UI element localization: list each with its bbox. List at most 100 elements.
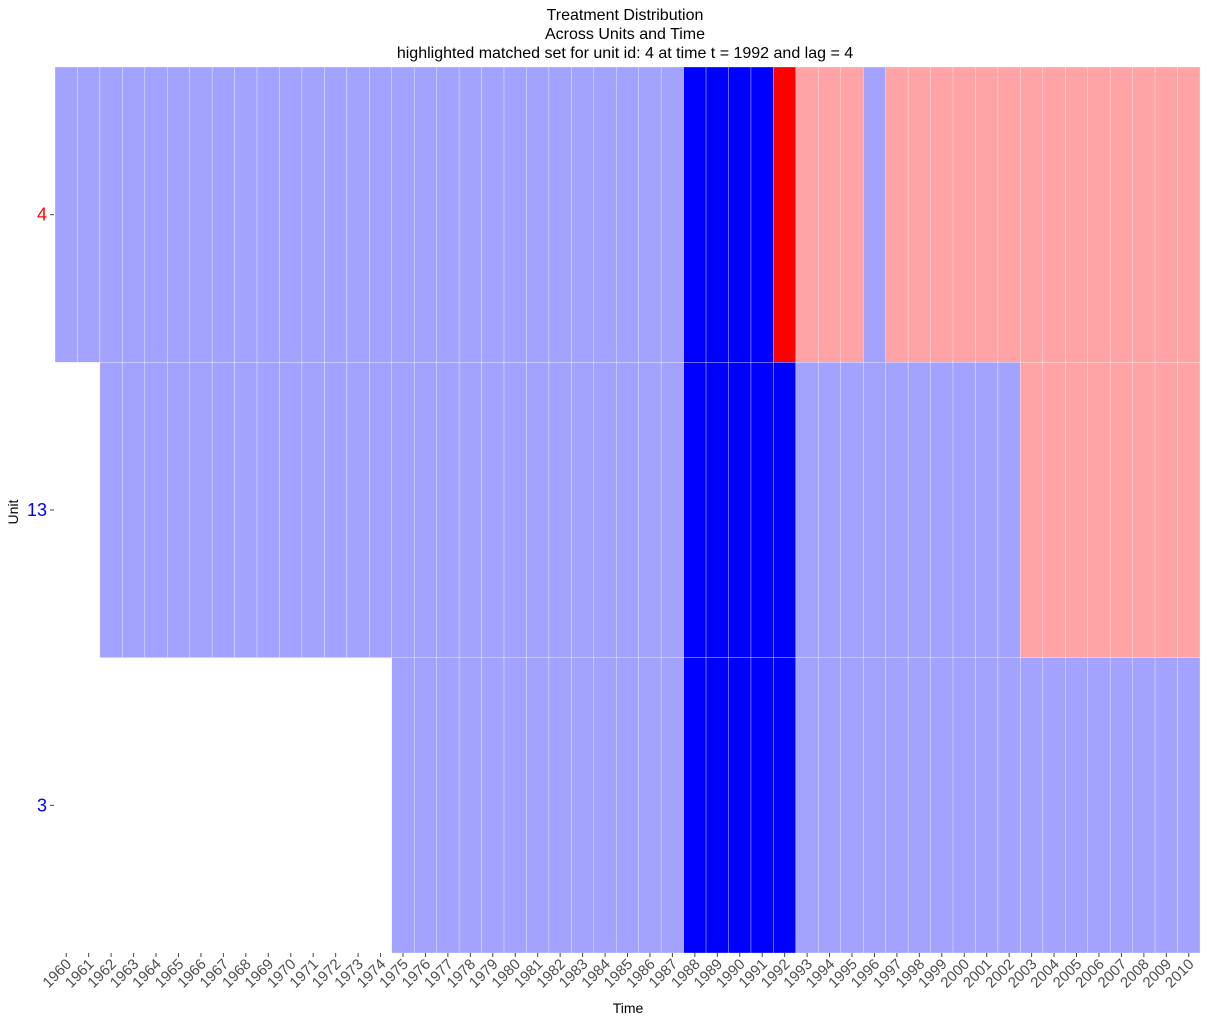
cell-unit-13-year-1976 [413, 362, 437, 658]
cell-unit-13-year-1994 [818, 362, 842, 658]
cell-unit-3-year-1994 [818, 657, 842, 954]
cell-unit-13-year-1987 [660, 362, 684, 658]
cell-unit-4-year-1996 [862, 66, 886, 363]
cell-unit-13-year-1971 [301, 362, 325, 658]
cell-unit-4-year-1992 [773, 66, 797, 363]
cell-unit-3-year-2004 [1042, 657, 1066, 954]
y-axis: 4 13 3 [27, 205, 54, 815]
cell-unit-13-year-1964 [144, 362, 168, 658]
cell-unit-13-year-1989 [705, 362, 729, 658]
cell-unit-13-year-1982 [548, 362, 572, 658]
cell-unit-4-year-1964 [144, 66, 168, 363]
y-tick-label-13: 13 [27, 500, 47, 520]
cell-unit-3-year-2009 [1154, 657, 1178, 954]
cell-unit-13-year-1985 [616, 362, 639, 658]
cell-unit-13-year-1997 [885, 362, 909, 658]
cell-unit-3-year-1999 [930, 657, 954, 954]
cell-unit-4-year-1977 [436, 66, 460, 363]
cell-unit-4-year-1961 [77, 66, 101, 363]
cell-unit-3-year-2003 [1020, 657, 1044, 954]
cell-unit-3-year-1998 [907, 657, 931, 954]
cell-unit-4-year-1994 [818, 66, 842, 363]
cell-unit-4-year-2002 [997, 66, 1021, 363]
cell-unit-4-year-2004 [1042, 66, 1066, 363]
cell-unit-13-year-2010 [1177, 362, 1201, 658]
cell-unit-4-year-1989 [705, 66, 729, 363]
y-axis-label: Unit [5, 499, 21, 524]
cell-unit-3-year-2002 [997, 657, 1021, 954]
cell-unit-4-year-1978 [458, 66, 482, 363]
cell-unit-3-year-1989 [705, 657, 729, 954]
cell-unit-3-year-1980 [503, 657, 527, 954]
cell-unit-13-year-2003 [1020, 362, 1044, 658]
cell-unit-3-year-1986 [638, 657, 662, 954]
cell-unit-13-year-2005 [1065, 362, 1088, 658]
cell-unit-13-year-1996 [862, 362, 886, 658]
cell-unit-13-year-1999 [930, 362, 954, 658]
cell-unit-3-year-2001 [975, 657, 999, 954]
cell-unit-4-year-2008 [1132, 66, 1156, 363]
cell-unit-13-year-2006 [1087, 362, 1111, 658]
x-axis: 1960196119621963196419651966196719681969… [39, 953, 1198, 991]
cell-unit-4-year-1980 [503, 66, 527, 363]
cell-unit-3-year-2007 [1109, 657, 1133, 954]
cell-unit-13-year-2000 [952, 362, 976, 658]
heatmap-cells [54, 66, 1201, 954]
cell-unit-4-year-2005 [1065, 66, 1088, 363]
cell-unit-3-year-1993 [795, 657, 819, 954]
cell-unit-4-year-1971 [301, 66, 325, 363]
cell-unit-13-year-1988 [683, 362, 707, 658]
cell-unit-13-year-1965 [167, 362, 190, 658]
cell-unit-4-year-1993 [795, 66, 819, 363]
cell-unit-3-year-2010 [1177, 657, 1201, 954]
cell-unit-4-year-1987 [660, 66, 684, 363]
cell-unit-13-year-1983 [571, 362, 595, 658]
cell-unit-13-year-1992 [773, 362, 797, 658]
cell-unit-3-year-1976 [413, 657, 437, 954]
x-axis-label: Time [613, 1000, 644, 1016]
cell-unit-13-year-1998 [907, 362, 931, 658]
cell-unit-4-year-1988 [683, 66, 707, 363]
cell-unit-4-year-1967 [211, 66, 235, 363]
cell-unit-13-year-1963 [122, 362, 146, 658]
chart-title-line-1: Treatment Distribution [547, 7, 704, 24]
chart-title-line-3: highlighted matched set for unit id: 4 a… [397, 45, 853, 62]
cell-unit-13-year-2007 [1109, 362, 1133, 658]
cell-unit-3-year-2006 [1087, 657, 1111, 954]
cell-unit-13-year-1986 [638, 362, 662, 658]
cell-unit-3-year-2000 [952, 657, 976, 954]
cell-unit-3-year-1984 [593, 657, 617, 954]
cell-unit-4-year-2007 [1109, 66, 1133, 363]
cell-unit-4-year-1986 [638, 66, 662, 363]
cell-unit-13-year-2009 [1154, 362, 1178, 658]
cell-unit-4-year-1962 [99, 66, 123, 363]
cell-unit-4-year-1973 [346, 66, 370, 363]
cell-unit-4-year-1968 [234, 66, 258, 363]
cell-unit-3-year-1975 [391, 657, 415, 954]
cell-unit-3-year-1981 [526, 657, 550, 954]
cell-unit-4-year-1965 [167, 66, 190, 363]
cell-unit-3-year-1997 [885, 657, 909, 954]
cell-unit-4-year-1969 [256, 66, 280, 363]
cell-unit-4-year-1985 [616, 66, 639, 363]
cell-unit-4-year-1976 [413, 66, 437, 363]
cell-unit-4-year-1982 [548, 66, 572, 363]
y-tick-label-3: 3 [37, 795, 47, 815]
cell-unit-13-year-1968 [234, 362, 258, 658]
cell-unit-4-year-1966 [189, 66, 213, 363]
cell-unit-4-year-1995 [840, 66, 864, 363]
cell-unit-13-year-2004 [1042, 362, 1066, 658]
cell-unit-4-year-2009 [1154, 66, 1178, 363]
cell-unit-3-year-1995 [840, 657, 864, 954]
cell-unit-13-year-1993 [795, 362, 819, 658]
cell-unit-13-year-1991 [750, 362, 774, 658]
cell-unit-13-year-1984 [593, 362, 617, 658]
cell-unit-4-year-2010 [1177, 66, 1201, 363]
cell-unit-13-year-2001 [975, 362, 999, 658]
cell-unit-4-year-1990 [728, 66, 752, 363]
cell-unit-3-year-1982 [548, 657, 572, 954]
y-tick-label-4: 4 [37, 205, 47, 225]
cell-unit-4-year-1979 [481, 66, 505, 363]
